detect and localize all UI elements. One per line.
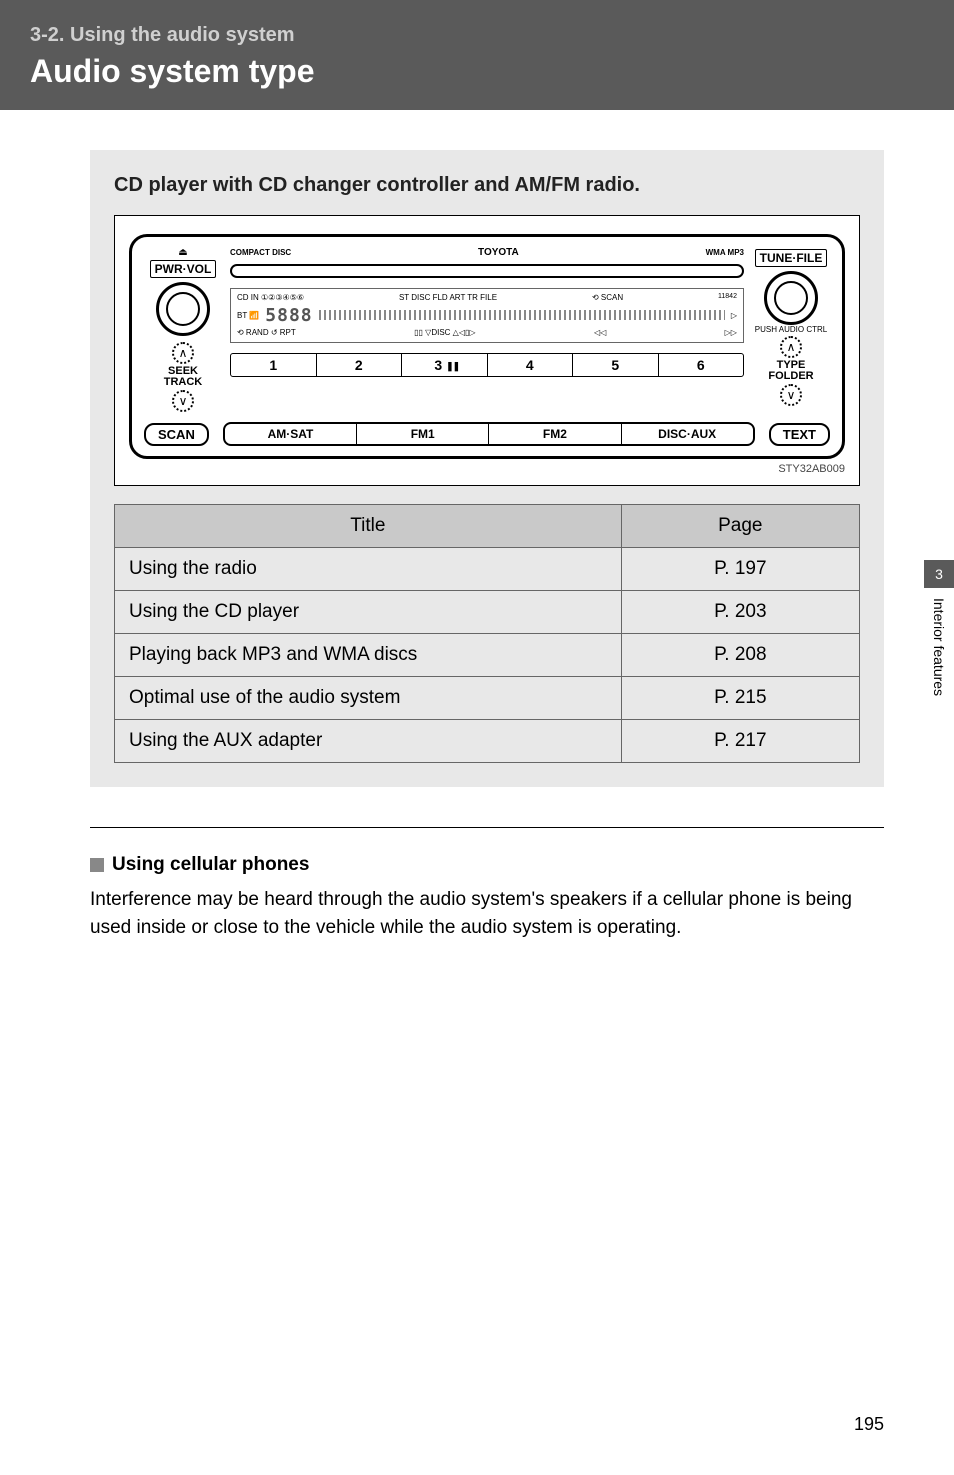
cellular-heading: Using cellular phones xyxy=(112,854,309,876)
toc-page: P. 203 xyxy=(621,591,859,634)
preset-6: 6 xyxy=(659,354,744,376)
preset-2: 2 xyxy=(317,354,403,376)
radio-face: ⏏ PWR·VOL ∧ SEEK TRACK ∨ COMPACT DISC xyxy=(129,234,845,459)
tune-file-label: TUNE·FILE xyxy=(755,249,828,267)
square-bullet-icon xyxy=(90,858,104,872)
seek-track-label: SEEK TRACK xyxy=(164,366,203,388)
cellular-heading-row: Using cellular phones xyxy=(90,854,884,876)
disp-cdin: CD IN ①②③④⑤⑥ xyxy=(237,293,304,303)
disp-scan: ⟲ SCAN xyxy=(592,293,623,303)
seek-down-icon: ∨ xyxy=(172,390,194,412)
eject-icon: ⏏ xyxy=(178,247,187,258)
toc-header-row: Title Page xyxy=(115,505,860,548)
toc-row: Using the radioP. 197 xyxy=(115,548,860,591)
disp-next: ▷▷ xyxy=(725,328,737,338)
mode-fm1: FM1 xyxy=(357,424,489,444)
radio-illustration: ⏏ PWR·VOL ∧ SEEK TRACK ∨ COMPACT DISC xyxy=(114,215,860,486)
mode-buttons: AM·SAT FM1 FM2 DISC·AUX xyxy=(223,422,755,446)
radio-bottom-row: SCAN AM·SAT FM1 FM2 DISC·AUX TEXT xyxy=(144,422,830,446)
toc-title: Playing back MP3 and WMA discs xyxy=(115,634,622,677)
type-up-icon: ∧ xyxy=(780,336,802,358)
left-knob-column: ⏏ PWR·VOL ∧ SEEK TRACK ∨ xyxy=(144,247,222,412)
content-area: CD player with CD changer controller and… xyxy=(0,110,954,941)
device-panel: CD player with CD changer controller and… xyxy=(90,150,884,787)
cellular-body: Interference may be heard through the au… xyxy=(90,886,884,941)
toc-title: Using the radio xyxy=(115,548,622,591)
mode-fm2: FM2 xyxy=(489,424,621,444)
disp-bars xyxy=(319,310,725,320)
disp-disc-nav: ▯▯ ▽DISC △◁▯▷ xyxy=(414,328,475,338)
disp-info: ST DISC FLD ART TR FILE xyxy=(399,293,497,303)
toc-header-title: Title xyxy=(115,505,622,548)
image-code: STY32AB009 xyxy=(129,463,845,475)
scan-button: SCAN xyxy=(144,423,209,446)
format-label: WMA MP3 xyxy=(706,248,744,257)
toc-header-page: Page xyxy=(621,505,859,548)
toc-title: Optimal use of the audio system xyxy=(115,677,622,720)
side-tab-text: Interior features xyxy=(931,598,947,696)
section-title: Audio system type xyxy=(30,53,924,90)
radio-display: CD IN ①②③④⑤⑥ ST DISC FLD ART TR FILE ⟲ S… xyxy=(230,288,744,343)
toc-row: Using the CD playerP. 203 xyxy=(115,591,860,634)
toc-page: P. 208 xyxy=(621,634,859,677)
tune-file-knob xyxy=(764,271,818,325)
disp-rand: ⟲ RAND ↺ RPT xyxy=(237,328,296,338)
preset-5: 5 xyxy=(573,354,659,376)
radio-center: COMPACT DISC TOYOTA WMA MP3 CD IN ①②③④⑤⑥… xyxy=(230,247,744,377)
page-number: 195 xyxy=(854,1414,884,1435)
section-number: 3-2. Using the audio system xyxy=(30,24,924,47)
audio-ctrl-label: PUSH AUDIO CTRL xyxy=(755,325,827,334)
toc-title: Using the CD player xyxy=(115,591,622,634)
page-header: 3-2. Using the audio system Audio system… xyxy=(0,0,954,110)
panel-heading: CD player with CD changer controller and… xyxy=(114,174,860,197)
toc-row: Using the AUX adapterP. 217 xyxy=(115,720,860,763)
preset-buttons: 1 2 3 4 5 6 xyxy=(230,353,744,377)
toc-row: Playing back MP3 and WMA discsP. 208 xyxy=(115,634,860,677)
disp-code: 11842 xyxy=(718,293,737,303)
toc-page: P. 197 xyxy=(621,548,859,591)
right-knob-column: TUNE·FILE PUSH AUDIO CTRL ∧ TYPE FOLDER … xyxy=(752,247,830,406)
brand-label: TOYOTA xyxy=(478,247,519,258)
type-folder-label: TYPE FOLDER xyxy=(768,360,813,382)
toc-page: P. 215 xyxy=(621,677,859,720)
disp-prev: ◁◁ xyxy=(594,328,606,338)
divider xyxy=(90,827,884,828)
toc-row: Optimal use of the audio systemP. 215 xyxy=(115,677,860,720)
disc-logo: COMPACT DISC xyxy=(230,248,291,257)
side-tab: 3 Interior features xyxy=(924,560,954,730)
preset-4: 4 xyxy=(488,354,574,376)
text-button: TEXT xyxy=(769,423,830,446)
toc-table: Title Page Using the radioP. 197 Using t… xyxy=(114,504,860,763)
type-down-icon: ∨ xyxy=(780,384,802,406)
mode-am-sat: AM·SAT xyxy=(225,424,357,444)
toc-page: P. 217 xyxy=(621,720,859,763)
pwr-vol-knob xyxy=(156,282,210,336)
disp-bt: BT 📶 xyxy=(237,311,259,321)
toc-title: Using the AUX adapter xyxy=(115,720,622,763)
mode-disc-aux: DISC·AUX xyxy=(622,424,753,444)
preset-3: 3 xyxy=(402,354,488,376)
pwr-vol-label: PWR·VOL xyxy=(150,260,217,278)
disp-seg: 5888 xyxy=(265,305,312,327)
cd-slot xyxy=(230,264,744,278)
preset-1: 1 xyxy=(231,354,317,376)
side-tab-number: 3 xyxy=(924,560,954,588)
seek-up-icon: ∧ xyxy=(172,342,194,364)
disp-tri: ▷ xyxy=(731,311,737,321)
